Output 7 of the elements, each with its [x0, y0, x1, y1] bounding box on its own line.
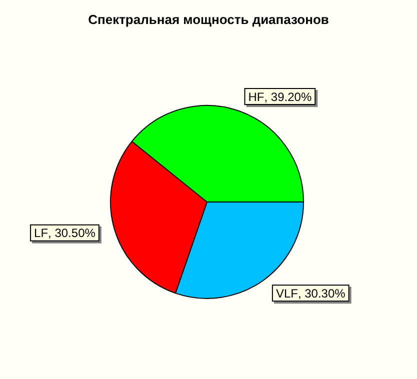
- data-label: , 30.30%: [298, 286, 346, 300]
- data-label: , 30.50%: [48, 226, 96, 240]
- slice-label: VLF: [276, 286, 298, 300]
- data-label: , 39.20%: [264, 90, 312, 104]
- slice-label: HF: [248, 90, 264, 104]
- slice-label: LF: [34, 226, 48, 240]
- chart-title: Спектральная мощность диапазонов: [87, 12, 330, 27]
